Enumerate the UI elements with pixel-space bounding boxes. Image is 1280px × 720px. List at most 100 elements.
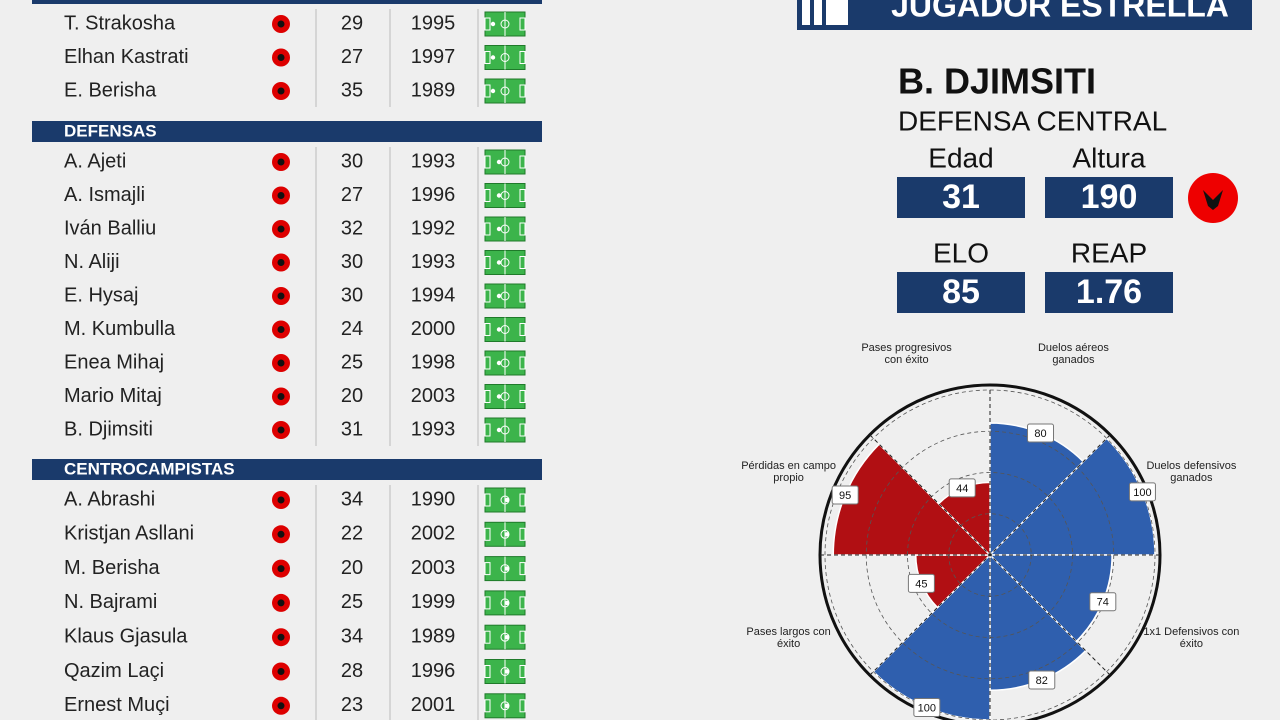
pitch-box	[484, 289, 491, 303]
player-name: Elhan Kastrati	[64, 46, 189, 68]
section-bar	[32, 121, 542, 142]
age: 25	[341, 591, 363, 613]
flag-eagle	[277, 530, 285, 538]
flag-eagle	[277, 393, 285, 400]
section-bar	[32, 0, 542, 4]
pitch-dot	[496, 260, 502, 265]
pitch-dot	[496, 293, 502, 299]
age: 28	[341, 660, 363, 682]
flag-eagle	[277, 599, 285, 607]
stat-label: REAP	[1071, 237, 1147, 268]
pitch-box	[519, 493, 526, 507]
pitch-box	[519, 17, 526, 31]
pitch-dot	[496, 427, 502, 433]
header-bar	[797, 0, 1252, 30]
value-label: 100	[1133, 487, 1151, 499]
birth-year: 1997	[411, 46, 456, 68]
birth-year: 2003	[411, 557, 456, 579]
category-box: Pases progresivos con éxito	[861, 342, 952, 366]
pitch-box	[519, 222, 526, 236]
birth-year: 2003	[411, 385, 456, 407]
player-name: A. Ismajli	[64, 184, 145, 206]
flag-eagle	[277, 87, 285, 95]
age: 20	[341, 557, 363, 579]
pitch-box	[484, 323, 491, 336]
stat-value: 190	[1081, 178, 1138, 216]
value-box	[907, 573, 935, 593]
pitch-box	[519, 423, 526, 437]
birth-year: 1996	[411, 660, 456, 682]
stat-box	[897, 177, 1025, 218]
flag-eagle	[277, 292, 285, 300]
pitch-dot	[504, 600, 510, 606]
flag-eagle	[277, 54, 285, 61]
value-label: 44	[956, 483, 968, 495]
flag-eagle	[277, 20, 285, 28]
value-box	[831, 485, 859, 505]
value-box	[948, 478, 976, 498]
player-name: Ernest Muçi	[64, 694, 170, 716]
value-box	[1028, 670, 1056, 690]
header-stripe	[802, 0, 810, 25]
value-label: 74	[1097, 597, 1109, 609]
pitch-box	[484, 390, 491, 403]
pitch-dot	[504, 497, 510, 503]
player-name: E. Hysaj	[64, 284, 138, 306]
stat-label: Edad	[928, 142, 993, 173]
category-box: Pases largos con éxito	[746, 626, 830, 650]
pitch-box	[484, 222, 491, 236]
pitch-box	[519, 630, 526, 644]
pitch-box	[519, 527, 526, 541]
pitch-box	[484, 562, 491, 576]
pitch-box	[519, 84, 526, 98]
pitch-box	[484, 665, 491, 678]
pitch-dot	[490, 21, 496, 27]
age: 27	[341, 184, 363, 206]
stat-value: 85	[942, 273, 980, 311]
pitch-dot	[504, 566, 510, 571]
flag-eagle	[277, 702, 285, 710]
stat-value: 1.76	[1076, 273, 1142, 311]
player-name: M. Berisha	[64, 557, 160, 579]
flag-eagle	[277, 426, 285, 434]
section-title: DEFENSAS	[64, 121, 157, 140]
player-name: N. Aliji	[64, 251, 120, 273]
category-label: Pérdidas en campo propio	[741, 459, 836, 484]
pitch-box	[484, 155, 491, 169]
pitch-dot	[496, 360, 502, 366]
birth-year: 1992	[411, 217, 456, 239]
pitch-dot	[496, 394, 502, 399]
player-name: Qazim Laçi	[64, 660, 164, 682]
pitch-dot	[504, 635, 510, 640]
player-name: Klaus Gjasula	[64, 625, 188, 647]
pitch-dot	[496, 327, 502, 332]
pitch-box	[484, 630, 491, 644]
pitch-dot	[496, 226, 502, 232]
pitch-box	[484, 423, 491, 437]
pitch-box	[484, 493, 491, 507]
pitch-dot	[496, 159, 502, 165]
header-stripe	[814, 0, 822, 25]
header-title: JUGADOR ESTRELLA	[891, 0, 1229, 23]
player-name: Mario Mitaj	[64, 385, 162, 407]
player-name: Iván Balliu	[64, 217, 156, 239]
pitch-circle	[500, 53, 510, 62]
value-box	[913, 697, 941, 717]
pitch-dot	[496, 193, 502, 198]
category-box: Duelos aéreos ganados	[1038, 342, 1109, 366]
birth-year: 1993	[411, 251, 456, 273]
category-label: 1x1 Defensivos con éxito	[1143, 626, 1240, 651]
flag-eagle	[277, 326, 285, 333]
value-box	[1089, 592, 1117, 612]
player-name: Kristjan Asllani	[64, 523, 194, 545]
stat-box	[897, 272, 1025, 313]
player-name: A. Ajeti	[64, 150, 126, 172]
value-label: 100	[918, 702, 936, 714]
age: 29	[341, 12, 363, 34]
pitch-box	[519, 596, 526, 610]
pitch-box	[484, 356, 491, 370]
birth-year: 1989	[411, 79, 456, 101]
player-name: M. Kumbulla	[64, 318, 176, 340]
flag-eagle	[277, 359, 285, 367]
